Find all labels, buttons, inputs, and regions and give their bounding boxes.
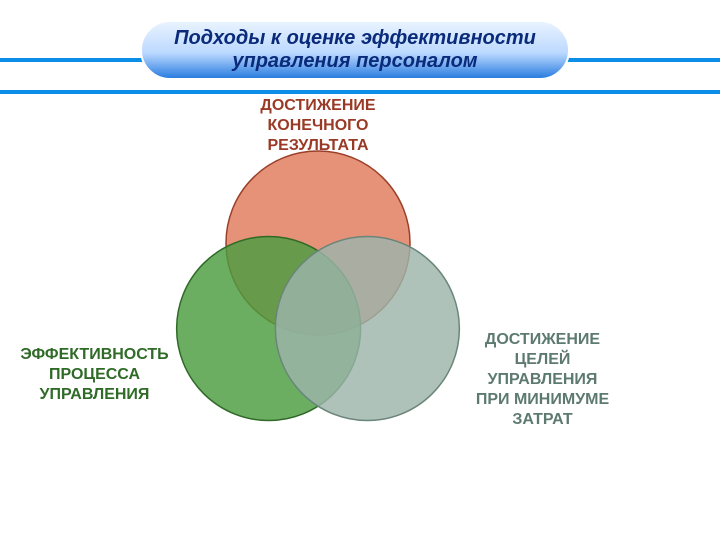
venn-circle-right <box>275 237 459 421</box>
label-top: ДОСТИЖЕНИЕ КОНЕЧНОГО РЕЗУЛЬТАТА <box>218 96 418 156</box>
slide: Подходы к оценке эффективности управлени… <box>0 0 720 540</box>
label-left: ЭФФЕКТИВНОСТЬ ПРОЦЕССА УПРАВЛЕНИЯ <box>2 345 187 405</box>
label-right: ДОСТИЖЕНИЕ ЦЕЛЕЙ УПРАВЛЕНИЯ ПРИ МИНИМУМЕ… <box>445 330 640 430</box>
venn-diagram <box>0 0 720 540</box>
